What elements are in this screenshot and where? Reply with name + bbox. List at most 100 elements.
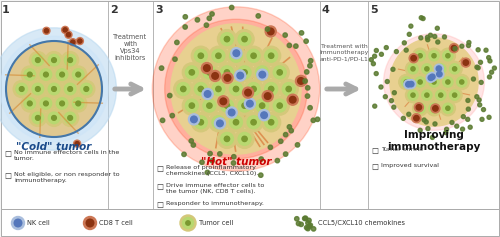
Circle shape (252, 96, 272, 115)
Circle shape (226, 79, 246, 99)
Circle shape (36, 115, 40, 120)
Circle shape (24, 69, 36, 80)
Circle shape (404, 48, 408, 52)
Circle shape (306, 226, 310, 231)
Circle shape (460, 127, 464, 131)
Circle shape (84, 217, 96, 229)
Circle shape (432, 106, 438, 111)
Circle shape (426, 35, 430, 39)
Circle shape (203, 66, 216, 79)
Circle shape (218, 96, 236, 115)
Circle shape (235, 129, 254, 148)
Circle shape (399, 74, 414, 90)
Circle shape (40, 98, 52, 109)
Circle shape (425, 93, 429, 97)
Circle shape (452, 67, 456, 71)
Circle shape (287, 125, 292, 129)
Circle shape (406, 82, 411, 87)
Circle shape (452, 93, 456, 97)
Circle shape (262, 46, 280, 65)
Circle shape (450, 44, 458, 53)
Circle shape (433, 88, 448, 103)
Circle shape (220, 33, 234, 46)
Bar (1, 209, 499, 236)
Circle shape (492, 66, 496, 70)
Bar (1, 1, 499, 209)
Circle shape (68, 115, 72, 120)
Circle shape (212, 116, 225, 129)
Circle shape (194, 116, 207, 129)
Circle shape (419, 36, 423, 40)
Circle shape (189, 103, 194, 108)
Circle shape (63, 28, 67, 32)
Circle shape (30, 109, 46, 126)
Circle shape (238, 33, 251, 46)
Circle shape (443, 77, 453, 87)
Circle shape (306, 221, 310, 225)
Circle shape (46, 81, 62, 97)
Text: Drive immune effector cells to
the tumor (NK, CD8 T cells).: Drive immune effector cells to the tumor… (166, 183, 264, 194)
Circle shape (422, 118, 426, 122)
Circle shape (264, 116, 278, 129)
Circle shape (384, 95, 388, 99)
Circle shape (455, 124, 459, 128)
Circle shape (194, 82, 207, 96)
Circle shape (242, 36, 247, 42)
Circle shape (487, 115, 491, 119)
Circle shape (408, 82, 414, 87)
Circle shape (230, 49, 242, 62)
Circle shape (256, 14, 260, 18)
Circle shape (412, 74, 428, 90)
Circle shape (488, 75, 492, 79)
Circle shape (210, 70, 220, 82)
Circle shape (433, 34, 437, 38)
Ellipse shape (384, 34, 484, 130)
Text: Not eligible, or non responder to
immunotherapy.: Not eligible, or non responder to immuno… (14, 172, 120, 183)
Circle shape (218, 152, 222, 156)
Circle shape (210, 159, 214, 163)
Circle shape (446, 106, 450, 110)
Circle shape (48, 54, 60, 66)
Circle shape (380, 52, 384, 56)
Circle shape (308, 105, 312, 110)
Circle shape (490, 70, 494, 74)
Circle shape (198, 86, 203, 92)
Circle shape (426, 74, 442, 90)
Text: ☐: ☐ (156, 165, 163, 174)
Text: Improving
immunotherapy: Improving immunotherapy (388, 130, 480, 152)
Circle shape (74, 140, 80, 147)
Circle shape (28, 101, 32, 106)
Circle shape (40, 69, 52, 80)
Circle shape (390, 99, 394, 103)
Circle shape (426, 101, 442, 116)
Circle shape (218, 30, 236, 49)
Circle shape (212, 73, 218, 79)
Circle shape (404, 80, 413, 89)
Circle shape (411, 55, 416, 61)
Text: Tumor shrink: Tumor shrink (381, 147, 423, 152)
Circle shape (189, 139, 194, 143)
Circle shape (488, 59, 492, 63)
Circle shape (307, 218, 311, 223)
Circle shape (183, 25, 188, 29)
Circle shape (429, 103, 439, 113)
Circle shape (72, 69, 84, 80)
Circle shape (436, 90, 446, 100)
Circle shape (462, 58, 470, 67)
Circle shape (273, 66, 286, 79)
Circle shape (478, 60, 482, 64)
Circle shape (174, 40, 179, 45)
Circle shape (416, 105, 422, 110)
Text: 5: 5 (370, 5, 378, 15)
Text: ☐: ☐ (156, 201, 163, 210)
Text: NK cell: NK cell (27, 220, 50, 226)
Circle shape (244, 79, 263, 99)
Circle shape (277, 70, 282, 75)
Circle shape (379, 85, 383, 89)
Circle shape (226, 113, 246, 132)
Circle shape (409, 54, 418, 63)
Circle shape (218, 129, 236, 148)
Circle shape (198, 53, 203, 58)
Circle shape (216, 53, 221, 58)
Circle shape (244, 113, 263, 132)
